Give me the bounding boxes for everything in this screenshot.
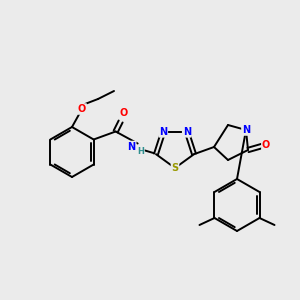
- Text: N: N: [242, 125, 250, 135]
- Text: O: O: [262, 140, 270, 150]
- Text: N: N: [183, 127, 191, 137]
- Text: O: O: [78, 104, 86, 114]
- Text: N: N: [159, 127, 167, 137]
- Text: N: N: [128, 142, 136, 152]
- Text: S: S: [171, 163, 178, 173]
- Text: H: H: [137, 147, 144, 156]
- Text: O: O: [119, 109, 128, 118]
